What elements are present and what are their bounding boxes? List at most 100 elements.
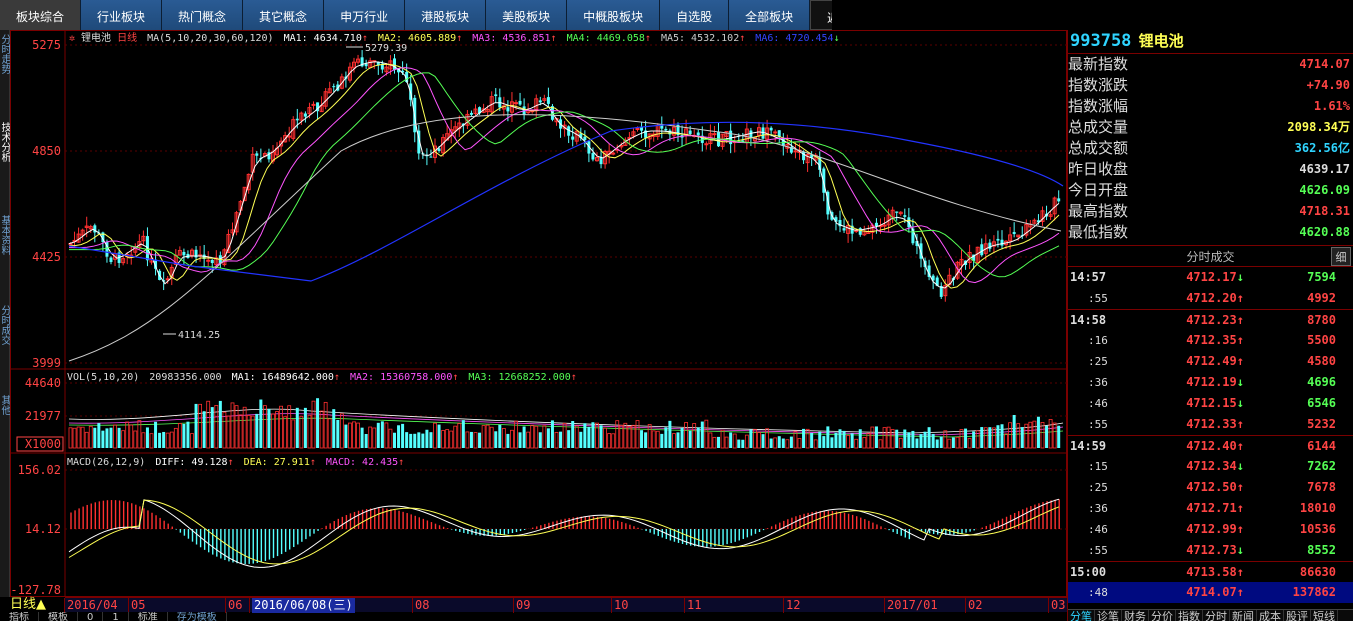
quote-stat-value: 4718.31	[1299, 204, 1350, 218]
candle-body	[546, 97, 550, 104]
candle-body	[478, 107, 482, 114]
volume-bar	[668, 420, 672, 448]
tab-us-plate[interactable]: 美股板块	[486, 0, 568, 30]
arrow-up-icon: ↑	[1236, 417, 1244, 431]
quote-tab-2[interactable]: 财务	[1122, 610, 1149, 621]
candle-body	[676, 124, 680, 136]
tick-row[interactable]: :36 4712.19↓ 4696	[1068, 372, 1353, 393]
tab-standard[interactable]: 标准	[129, 612, 168, 621]
tick-row[interactable]: :55 4712.73↓ 8552	[1068, 540, 1353, 561]
tick-row[interactable]: :55 4712.20↑ 4992	[1068, 288, 1353, 309]
tick-row[interactable]: 14:59 4712.40↑ 6144	[1068, 435, 1353, 456]
tab-hk-plate[interactable]: 港股板块	[405, 0, 487, 30]
tick-row[interactable]: :25 4712.49↑ 4580	[1068, 351, 1353, 372]
date-axis-label: 03	[1051, 598, 1066, 612]
tick-row[interactable]: :25 4712.50↑ 7678	[1068, 477, 1353, 498]
period-selector[interactable]: 日线▲	[10, 597, 46, 612]
tick-row[interactable]: :46 4712.99↑ 10536	[1068, 519, 1353, 540]
tick-row[interactable]: :15 4712.34↓ 7262	[1068, 456, 1353, 477]
ma5-line	[68, 114, 1062, 362]
candle-body	[1008, 234, 1013, 242]
candle-body	[469, 112, 473, 115]
tab-industry-plate[interactable]: 行业板块	[81, 0, 163, 30]
kline-chart-svg[interactable]: 5275 4850 4425 3999 44640 21977 X1000 15…	[10, 31, 1068, 598]
tick-row[interactable]: :46 4712.15↓ 6546	[1068, 393, 1353, 414]
quote-panel: 993758 锂电池 最新指数 4714.07 指数涨跌 +74.90 指数涨幅 1.61…	[1067, 30, 1353, 621]
tick-volume: 18010	[1299, 501, 1336, 515]
volume-bar	[757, 431, 761, 449]
volume-bar	[109, 427, 113, 448]
tick-row[interactable]: 14:57 4712.17↓ 7594	[1068, 267, 1353, 288]
price-panel-header: ✲ 锂电池 日线 MA(5,10,20,30,60,120) MA1: 4634…	[69, 31, 840, 44]
quote-tab-4[interactable]: 指数	[1176, 610, 1203, 621]
quote-tab-1[interactable]: 诊笔	[1095, 610, 1122, 621]
tick-row[interactable]: :36 4712.71↑ 18010	[1068, 498, 1353, 519]
tick-row[interactable]: 14:58 4712.23↑ 8780	[1068, 309, 1353, 330]
volume-bar	[749, 429, 753, 448]
quote-stat-label: 最低指数	[1068, 223, 1129, 241]
date-axis-tick	[884, 598, 885, 613]
volume-bar	[214, 405, 219, 449]
candle-body	[380, 63, 384, 70]
volume-bar	[846, 434, 850, 449]
tab-plate-overview[interactable]: 板块综合	[0, 0, 82, 30]
quote-tab-0[interactable]: 分笔	[1068, 610, 1095, 621]
candle-body	[255, 153, 259, 156]
tab-hot-concept[interactable]: 热门概念	[162, 0, 244, 30]
vtab-other[interactable]: 其他	[0, 395, 10, 415]
volume-bar	[1036, 416, 1040, 448]
volume-bar	[595, 422, 599, 449]
quote-tab-5[interactable]: 分时	[1203, 610, 1230, 621]
tick-price: 4712.49	[1186, 354, 1237, 368]
tab-sw-industry[interactable]: 申万行业	[324, 0, 406, 30]
volume-bar	[344, 424, 348, 448]
volume-bar	[295, 407, 299, 448]
vtab-technical[interactable]: 技术分析	[0, 122, 10, 162]
candle-body	[299, 112, 304, 121]
volume-bar	[327, 418, 332, 449]
tab-zero[interactable]: 0	[78, 612, 104, 621]
vtab-ticks[interactable]: 分时成交	[0, 305, 10, 345]
period-label: 日线	[117, 31, 137, 44]
volume-bar	[850, 433, 854, 448]
volume-bar	[923, 431, 927, 448]
volume-bar	[789, 436, 793, 448]
tab-template[interactable]: 模板	[39, 612, 78, 621]
volume-bar	[559, 431, 563, 448]
tick-time: :55	[1088, 544, 1108, 557]
date-axis-label: 05	[131, 598, 146, 612]
quote-tab-9[interactable]: 短线	[1311, 610, 1338, 621]
vtab-intraday[interactable]: 分时走势	[0, 34, 10, 74]
tab-watchlist[interactable]: 自选股	[660, 0, 730, 30]
tick-row[interactable]: :55 4712.33↑ 5232	[1068, 414, 1353, 435]
volume-bar	[388, 428, 393, 449]
arrow-down-icon: ↓	[1236, 459, 1244, 473]
volume-bar	[903, 429, 907, 448]
volume-bar	[947, 438, 952, 449]
arrow-up-icon: ↑	[1236, 291, 1244, 305]
quote-tab-8[interactable]: 股评	[1284, 610, 1311, 621]
tab-one[interactable]: 1	[103, 612, 129, 621]
tab-all-plates[interactable]: 全部板块	[729, 0, 811, 30]
tab-indicator[interactable]: 指标	[0, 612, 39, 621]
vtab-profile[interactable]: 基本资料	[0, 215, 10, 255]
volume-bar	[627, 425, 632, 449]
candle-body	[1036, 220, 1040, 223]
tab-save-template[interactable]: 存为模板	[168, 612, 227, 621]
quote-tab-3[interactable]: 分价	[1149, 610, 1176, 621]
volume-bar	[838, 429, 842, 448]
tick-row[interactable]: :48 4714.07↑ 137862	[1068, 582, 1353, 603]
settings-icon[interactable]: ✲	[69, 33, 81, 44]
tab-china-concept-plate[interactable]: 中概股板块	[567, 0, 661, 30]
candle-body	[826, 191, 830, 215]
tab-other-concept[interactable]: 其它概念	[243, 0, 325, 30]
tick-row[interactable]: 15:00 4713.58↑ 86630	[1068, 561, 1353, 582]
candlestick-series[interactable]	[68, 50, 1061, 302]
kline-chart-area[interactable]: 5275 4850 4425 3999 44640 21977 X1000 15…	[10, 30, 1068, 598]
quote-tab-6[interactable]: 新闻	[1230, 610, 1257, 621]
quote-tab-7[interactable]: 成本	[1257, 610, 1284, 621]
tick-row[interactable]: :16 4712.35↑ 5500	[1068, 330, 1353, 351]
volume-bar	[409, 433, 413, 448]
detail-button[interactable]: 细	[1331, 247, 1351, 266]
volume-bar	[429, 432, 433, 448]
